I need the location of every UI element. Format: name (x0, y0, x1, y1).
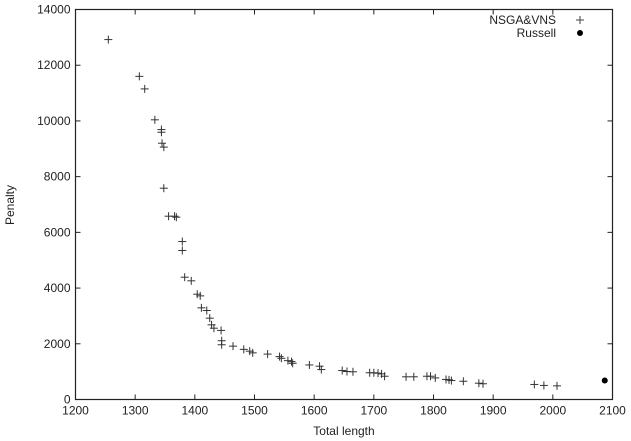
x-tick-label: 1400 (181, 404, 208, 418)
plus-marker-icon (159, 184, 168, 193)
plot-frame (74, 8, 614, 401)
x-tick-label: 1600 (301, 404, 328, 418)
x-tick-label: 1500 (241, 404, 268, 418)
legend-plus-marker-icon (576, 16, 584, 24)
legend-dot-marker-icon (577, 30, 583, 36)
plus-marker-icon (474, 379, 483, 388)
y-tick-label: 2000 (44, 337, 71, 351)
y-tick-label: 6000 (44, 225, 71, 239)
plus-marker-icon (196, 291, 205, 300)
plus-marker-icon (305, 360, 314, 369)
plus-marker-icon (197, 303, 206, 312)
x-axis-title: Total length (313, 424, 374, 438)
x-tick-label: 1200 (62, 404, 89, 418)
plus-marker-icon (180, 273, 189, 282)
plus-marker-icon (288, 359, 297, 368)
plus-marker-icon (229, 342, 238, 351)
legend-label-nsga-vns: NSGA&VNS (489, 13, 556, 27)
plus-marker-icon (402, 372, 411, 381)
plus-marker-icon (157, 128, 166, 137)
plus-marker-icon (135, 72, 144, 81)
plus-marker-icon (178, 246, 187, 255)
x-tick-label: 1700 (360, 404, 387, 418)
y-axis-ticks: 0 2000 4000 6000 8000 10000 12000 14000 (37, 3, 613, 407)
y-tick-label: 8000 (44, 170, 71, 184)
plus-marker-icon (287, 357, 296, 366)
y-axis-title: Penalty (3, 185, 17, 225)
y-tick-label: 10000 (37, 114, 71, 128)
legend-label-russell: Russell (517, 26, 556, 40)
plus-marker-icon (374, 369, 383, 378)
y-tick-label: 14000 (37, 3, 71, 17)
x-tick-label: 1800 (420, 404, 447, 418)
dot-marker-icon (601, 377, 608, 384)
plus-marker-icon (158, 139, 167, 148)
y-tick-label: 0 (64, 393, 71, 407)
x-tick-label: 1900 (480, 404, 507, 418)
plus-marker-icon (277, 354, 286, 363)
plus-marker-icon (248, 348, 257, 357)
plus-marker-icon (338, 366, 347, 375)
data-points (104, 35, 608, 390)
plus-marker-icon (140, 84, 149, 93)
legend: NSGA&VNS Russell (489, 13, 584, 40)
plus-marker-icon (178, 237, 187, 246)
plus-marker-icon (459, 377, 468, 386)
x-axis-ticks: 1200 1300 1400 1500 1600 1700 1800 1900 2000 2100 (62, 9, 626, 418)
plus-marker-icon (205, 314, 214, 323)
plus-marker-icon (217, 326, 226, 335)
y-tick-label: 12000 (37, 58, 71, 72)
plus-marker-icon (104, 35, 113, 44)
plus-marker-icon (150, 115, 159, 124)
x-tick-label: 1300 (122, 404, 149, 418)
plus-marker-icon (263, 350, 272, 359)
plus-marker-icon (539, 381, 548, 390)
plus-marker-icon (530, 380, 539, 389)
plus-marker-icon (431, 373, 440, 382)
plus-marker-icon (315, 362, 324, 371)
plus-marker-icon (217, 340, 226, 349)
plus-marker-icon (159, 143, 168, 152)
plus-marker-icon (553, 381, 562, 390)
plus-marker-icon (209, 324, 218, 333)
plus-marker-icon (283, 356, 292, 365)
plus-marker-icon (380, 372, 389, 381)
plus-marker-icon (409, 372, 418, 381)
x-tick-label: 2000 (539, 404, 566, 418)
plus-marker-icon (275, 352, 284, 361)
plus-marker-icon (172, 213, 181, 222)
y-tick-label: 4000 (44, 281, 71, 295)
plus-marker-icon (317, 365, 326, 374)
plus-marker-icon (447, 376, 456, 385)
plus-marker-icon (202, 306, 211, 315)
plus-marker-icon (479, 379, 488, 388)
plus-marker-icon (239, 345, 248, 354)
x-tick-label: 2100 (599, 404, 626, 418)
plus-marker-icon (187, 276, 196, 285)
plus-marker-icon (426, 372, 435, 381)
plus-marker-icon (170, 212, 179, 221)
plus-marker-icon (348, 367, 357, 376)
